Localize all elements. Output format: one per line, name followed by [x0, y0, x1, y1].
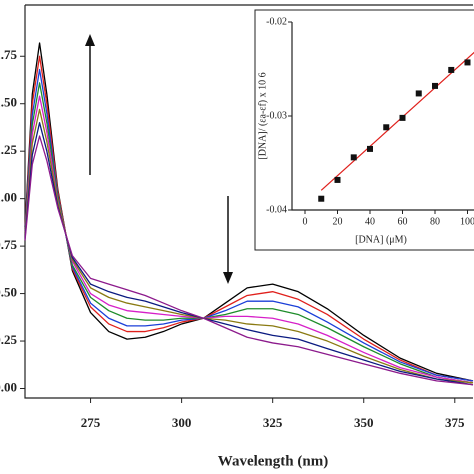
main-plot: Wavelength (nm) 0.00 0.25 0.50 0.75 1.00 1.25… [0, 4, 474, 469]
data-point [383, 124, 390, 131]
y-tick-label: 1.75 [0, 47, 18, 62]
x-tick-label: 275 [81, 415, 101, 430]
data-point [334, 176, 341, 183]
x-tick-label: 325 [263, 415, 283, 430]
inset-box [254, 9, 474, 251]
y-tick-label: 0.25 [0, 332, 18, 347]
x-tick-label: 80 [430, 216, 440, 227]
arrow-down [223, 196, 233, 284]
arrow-up [85, 34, 95, 175]
x-tick-label: 0 [303, 216, 308, 227]
spectrum-line [24, 82, 474, 384]
data-point [367, 145, 373, 152]
x-axis-label: Wavelength (nm) [218, 453, 328, 469]
y-tick-label: 0.50 [0, 285, 17, 300]
y-tick-label: 0.00 [0, 379, 17, 394]
data-point [448, 66, 455, 73]
data-point [318, 195, 325, 202]
x-tick-label: 300 [172, 415, 192, 430]
y-tick-label: 1.25 [0, 142, 18, 157]
spectrum-line [24, 68, 474, 382]
x-tick-label: 40 [365, 216, 375, 227]
fit-line [320, 51, 474, 191]
main-frame [24, 5, 473, 399]
x-tick-label: 375 [445, 415, 465, 430]
y-tick-label: -0.03 [266, 110, 287, 121]
data-point [350, 154, 357, 161]
spectrum-line [24, 108, 474, 384]
data-point [415, 90, 422, 97]
y-tick-label: 1.00 [0, 190, 17, 205]
y-tick-label: 0.75 [0, 237, 18, 252]
data-point [399, 114, 406, 121]
spectrum-line [24, 135, 474, 386]
x-tick-label: 350 [354, 415, 374, 430]
data-point [432, 82, 438, 89]
y-tick-label: -0.02 [266, 16, 287, 27]
spectrum-line [24, 122, 474, 386]
x-tick-label: 20 [333, 216, 343, 227]
spectrum-line [24, 95, 474, 384]
data-point [464, 59, 471, 66]
inset-plot: [DNA] (μM) [DNA]/ (εa-εf) x 10 6 -0.02 -0… [254, 9, 474, 251]
inset-y-label: [DNA]/ (εa-εf) x 10 6 [257, 72, 268, 159]
x-tick-label: 100 [460, 216, 474, 227]
inset-x-label: [DNA] (μM) [355, 234, 407, 245]
spectrum-line [24, 42, 474, 382]
y-tick-label: -0.04 [266, 204, 287, 215]
y-tick-label: 1.50 [0, 95, 17, 110]
x-tick-label: 60 [398, 216, 408, 227]
spectrum-line [24, 55, 474, 382]
